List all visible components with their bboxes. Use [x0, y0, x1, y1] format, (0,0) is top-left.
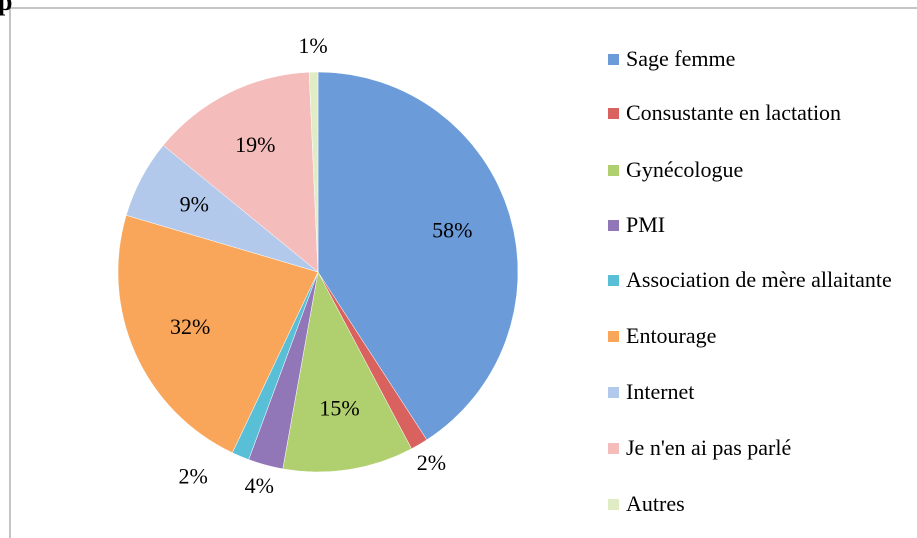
- pie-slice: [117, 214, 319, 454]
- legend-label: Consustante en lactation: [626, 100, 842, 125]
- pie-slice: [308, 71, 319, 273]
- legend-item: Gynécologue: [608, 158, 903, 182]
- legend-item: PMI: [608, 213, 903, 237]
- data-label: 2%: [417, 450, 446, 475]
- legend-item: Entourage: [608, 324, 903, 348]
- chart-border: [9, 7, 917, 538]
- legend-swatch: [608, 443, 619, 454]
- legend-item: Association de mère allaitante: [608, 268, 903, 292]
- data-label: 9%: [180, 192, 209, 217]
- legend-item: Internet: [608, 380, 903, 404]
- legend-swatch: [608, 165, 619, 176]
- data-label: 32%: [170, 314, 210, 339]
- legend-label: Internet: [626, 379, 695, 404]
- legend-item: Sage femme: [608, 47, 903, 71]
- pie-slice: [282, 271, 412, 473]
- data-label: 58%: [432, 217, 472, 242]
- data-label: 19%: [235, 132, 275, 157]
- data-label: 15%: [319, 395, 359, 420]
- legend-swatch: [608, 275, 619, 286]
- legend-swatch: [608, 108, 619, 119]
- legend-item: Consustante en lactation: [608, 101, 903, 125]
- legend-item: Je n'en ai pas parlé: [608, 436, 903, 460]
- pie-slice: [162, 71, 319, 273]
- data-label: 2%: [178, 464, 207, 489]
- legend-label: Gynécologue: [626, 157, 744, 182]
- legend-label: Je n'en ai pas parlé: [626, 435, 792, 460]
- legend-label: PMI: [626, 212, 666, 237]
- legend-label: Sage femme: [626, 46, 736, 71]
- legend-label: Association de mère allaitante: [626, 267, 892, 292]
- legend-item: Autres: [608, 492, 903, 516]
- chart-title: p: [0, 0, 12, 16]
- legend-swatch: [608, 499, 619, 510]
- data-label: 1%: [298, 33, 327, 58]
- pie-slice: [317, 71, 519, 441]
- legend-swatch: [608, 220, 619, 231]
- data-label: 4%: [245, 473, 274, 498]
- legend-swatch: [608, 387, 619, 398]
- legend-swatch: [608, 331, 619, 342]
- legend-label: Autres: [626, 491, 685, 516]
- legend-swatch: [608, 54, 619, 65]
- legend-label: Entourage: [626, 323, 717, 348]
